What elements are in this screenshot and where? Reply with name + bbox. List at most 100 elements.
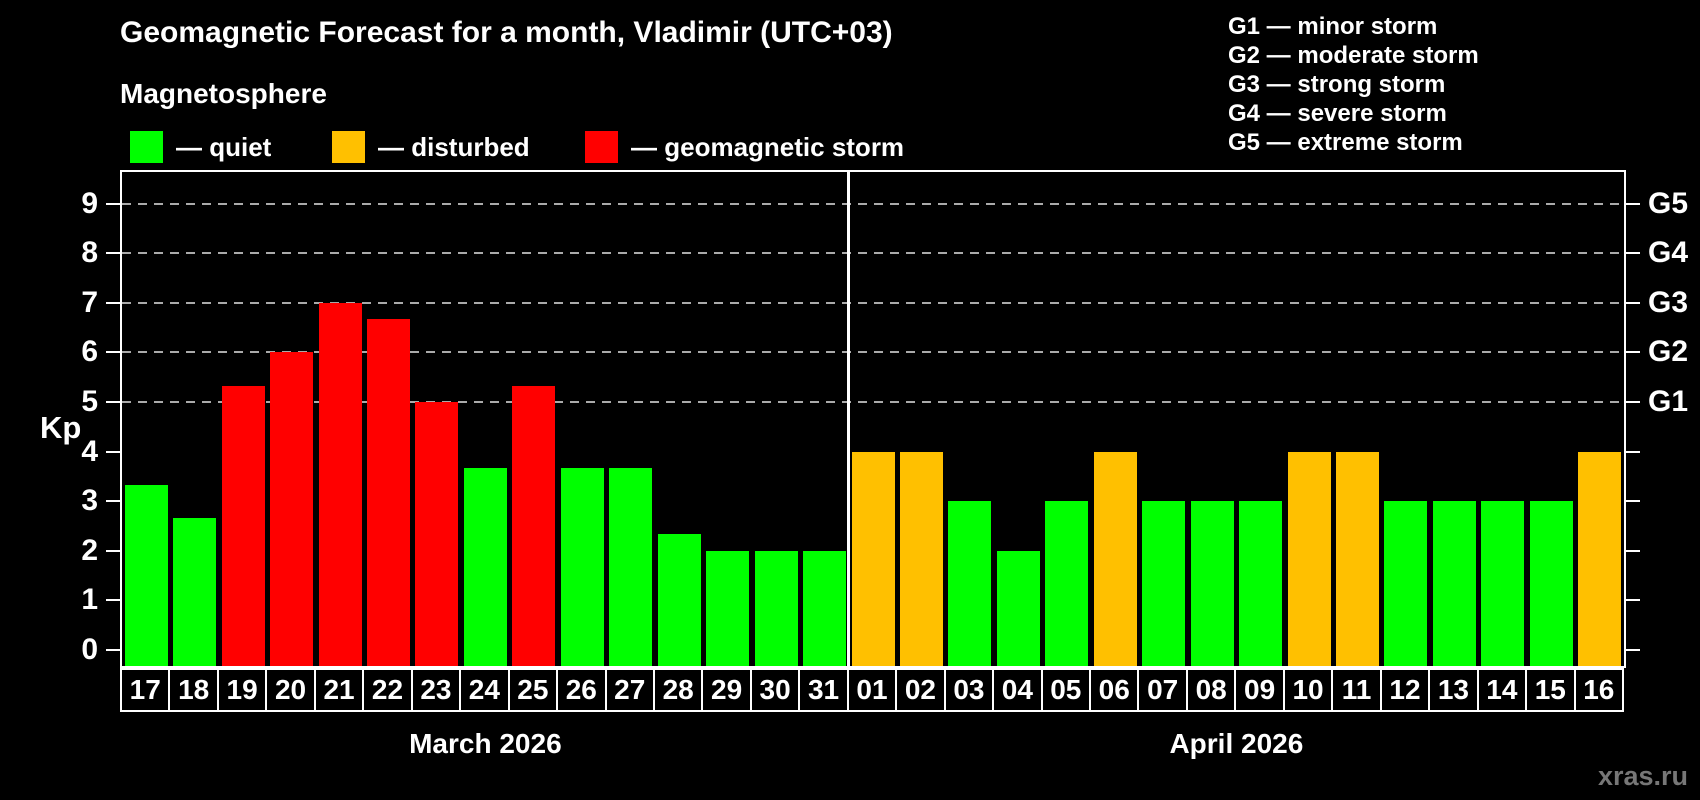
y-axis-tick-label: 2 <box>81 533 98 567</box>
gridline <box>122 351 1624 354</box>
day-label-box: 29 <box>701 668 752 712</box>
plot-area <box>120 170 1626 668</box>
day-label-box: 04 <box>992 668 1043 712</box>
y-axis-tick-label: 8 <box>81 236 98 270</box>
kp-bar <box>803 550 847 666</box>
y-axis-tick-label: 3 <box>81 484 98 518</box>
legend-label: — geomagnetic storm <box>631 131 905 162</box>
right-axis-tick <box>1626 599 1640 602</box>
kp-bar <box>463 467 507 666</box>
day-label-box: 01 <box>846 668 898 712</box>
y-axis-tick <box>106 500 120 503</box>
day-label-box: 03 <box>943 668 995 712</box>
legend-label: — disturbed <box>378 131 530 162</box>
gridline <box>122 202 1624 205</box>
g-level-label: G1 <box>1648 385 1689 418</box>
y-axis-tick <box>106 649 120 651</box>
day-label-box: 05 <box>1040 668 1092 712</box>
month-label: March 2026 <box>409 728 562 759</box>
kp-bar <box>1239 501 1283 666</box>
day-label-box: 02 <box>895 668 946 712</box>
kp-bar <box>124 484 168 666</box>
right-axis-tick <box>1626 500 1640 503</box>
gridline <box>122 252 1624 255</box>
right-axis-tick <box>1626 401 1640 403</box>
quiet-color-swatch <box>130 131 163 163</box>
kp-bar <box>1578 451 1622 666</box>
y-axis-tick <box>106 599 120 602</box>
day-label-box: 16 <box>1573 668 1624 712</box>
day-label-box: 25 <box>507 668 559 712</box>
gridline <box>122 401 1624 403</box>
y-axis-tick-label: 0 <box>81 633 98 666</box>
day-label-box: 08 <box>1185 668 1237 712</box>
kp-bar <box>173 517 217 666</box>
y-axis-tick-label: 5 <box>81 385 98 418</box>
kp-bar <box>221 385 265 666</box>
day-label-box: 22 <box>362 668 413 712</box>
right-axis-tick <box>1626 301 1640 304</box>
kp-bar <box>1529 501 1573 666</box>
y-axis-tick <box>106 450 120 453</box>
day-label-box: 11 <box>1331 668 1382 712</box>
day-label-box: 28 <box>652 668 704 712</box>
legend-item-storm: — geomagnetic storm <box>585 130 904 164</box>
day-label-box: 27 <box>604 668 655 712</box>
kp-bar <box>560 467 604 666</box>
g-legend-line: G2 — moderate storm <box>1228 42 1479 69</box>
kp-bar <box>1093 451 1137 666</box>
kp-bar <box>415 402 459 666</box>
kp-bar <box>609 467 653 666</box>
kp-axis-label: Kp <box>40 410 82 445</box>
g-level-label: G2 <box>1648 335 1689 369</box>
day-label-box: 07 <box>1137 668 1188 712</box>
kp-bar <box>1190 501 1234 666</box>
kp-bar <box>1384 501 1428 666</box>
g-legend-line: G4 — severe storm <box>1228 100 1447 127</box>
day-label-box: 12 <box>1379 668 1431 712</box>
plot-inner <box>122 172 1624 666</box>
y-axis-tick <box>106 401 120 403</box>
g-scale-legend: G1 — minor storm G2 — moderate storm G3 … <box>1228 12 1479 157</box>
day-label-box: 13 <box>1428 668 1479 712</box>
day-label-box: 17 <box>120 668 171 712</box>
kp-bar <box>512 385 556 666</box>
g-legend-line: G5 — extreme storm <box>1228 129 1463 156</box>
right-axis-tick <box>1626 351 1640 354</box>
day-label-box: 19 <box>216 668 268 712</box>
disturbed-color-swatch <box>332 131 365 163</box>
kp-bar <box>657 534 701 666</box>
kp-bar <box>899 451 943 666</box>
right-axis-tick <box>1626 549 1640 552</box>
y-axis-tick-label: 4 <box>81 434 98 468</box>
g-legend-line: G1 — minor storm <box>1228 13 1438 40</box>
magnetosphere-subtitle: Magnetosphere <box>120 78 327 109</box>
day-label-box: 26 <box>556 668 607 712</box>
legend-item-disturbed: — disturbed <box>332 130 530 164</box>
g-level-label: G4 <box>1648 236 1689 270</box>
day-label-box: 20 <box>265 668 316 712</box>
right-axis-tick <box>1626 450 1640 453</box>
kp-bar <box>1481 501 1525 666</box>
kp-bar <box>706 550 750 666</box>
y-axis-tick-label: 7 <box>81 285 98 319</box>
y-axis-tick <box>106 351 120 354</box>
kp-bar <box>754 550 798 666</box>
y-axis-tick-label: 6 <box>81 335 98 369</box>
day-label-box: 14 <box>1476 668 1528 712</box>
day-label-box: 06 <box>1089 668 1140 712</box>
day-label-box: 09 <box>1234 668 1285 712</box>
watermark: xras.ru <box>1597 761 1688 791</box>
kp-bar <box>996 550 1040 666</box>
y-axis-tick <box>106 549 120 552</box>
y-axis-tick-label: 9 <box>81 186 98 220</box>
gridline <box>122 301 1624 304</box>
y-axis-tick <box>106 252 120 255</box>
kp-bar <box>366 319 410 666</box>
kp-bar <box>1432 501 1476 666</box>
kp-bar <box>318 302 362 666</box>
kp-bar <box>270 352 314 666</box>
day-label-box: 31 <box>798 668 849 712</box>
day-label-box: 10 <box>1282 668 1334 712</box>
legend-item-quiet: — quiet <box>130 130 271 164</box>
